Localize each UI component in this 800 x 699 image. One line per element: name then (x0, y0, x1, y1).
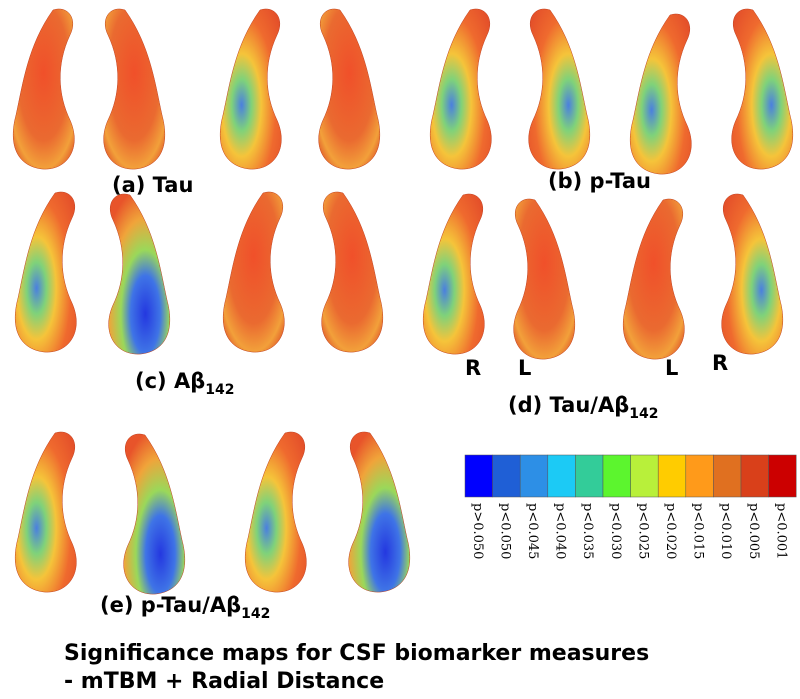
colorbar-cell (657, 454, 687, 498)
colorbar-label: p<0.040 (553, 503, 568, 559)
hippocampus-surface (14, 191, 77, 353)
hippocampus-surface (14, 431, 77, 593)
panel-label-subscript: 142 (241, 606, 270, 622)
hippocampus-surface (108, 193, 171, 355)
panel-label-text: (e) p-Tau/Aβ (100, 593, 241, 617)
side-label: R (465, 356, 481, 380)
colorbar-cell (740, 454, 769, 498)
hippocampus-surface (528, 8, 591, 170)
colorbar-cell (685, 454, 714, 498)
panel-label-subscript: 142 (629, 406, 658, 422)
colorbar-label: p<0.001 (773, 503, 788, 559)
hippocampus-surface (244, 431, 307, 593)
colorbar-cell (519, 454, 549, 498)
hippocampus-surface (721, 193, 784, 355)
panel-label: (c) Aβ142 (135, 369, 234, 398)
hippocampus-surface (321, 191, 384, 353)
panel-label: (e) p-Tau/Aβ142 (100, 593, 270, 622)
colorbar-label: p<0.050 (497, 503, 512, 559)
panel-label: (a) Tau (112, 173, 193, 197)
colorbar-cell (713, 454, 742, 498)
side-label: L (665, 356, 678, 380)
colorbar-label: p<0.010 (718, 503, 733, 559)
colorbar-cell (768, 454, 797, 498)
colorbar-label: p<0.005 (746, 503, 761, 559)
hippocampus-surface (622, 198, 685, 360)
hippocampus-surface (513, 198, 576, 360)
colorbar-label: p<0.035 (580, 503, 595, 559)
colorbar-label: p>0.050 (470, 503, 485, 559)
colorbar-label: p<0.025 (635, 503, 650, 559)
hippocampus-surface (422, 193, 485, 355)
figure-title: - mTBM + Radial Distance (64, 669, 384, 694)
colorbar-cell (492, 454, 521, 498)
panel-label: (b) p-Tau (548, 169, 651, 193)
colorbar-label: p<0.015 (691, 503, 706, 559)
hippocampus-surface (731, 8, 794, 170)
hippocampus-surface (318, 8, 381, 170)
colorbar-label: p<0.020 (663, 503, 678, 559)
figure-title: Significance maps for CSF biomarker meas… (64, 641, 649, 666)
panel-label-text: (c) Aβ (135, 369, 205, 393)
hippocampus-surface (123, 433, 186, 595)
hippocampus-surface (348, 431, 411, 593)
panel-label-subscript: 142 (205, 382, 234, 398)
hippocampus-surface (429, 8, 492, 170)
panel-label-text: (a) Tau (112, 173, 193, 197)
colorbar-label: p<0.045 (525, 503, 540, 559)
hippocampus-surface (12, 8, 75, 170)
panel-label: (d) Tau/Aβ142 (508, 393, 658, 422)
hippocampus-surface (103, 8, 166, 170)
colorbar-cell (547, 454, 576, 498)
side-label: R (712, 351, 728, 375)
side-label: L (518, 356, 531, 380)
hippocampus-surface (629, 13, 692, 175)
hippocampus-surface (219, 8, 282, 170)
panel-label-text: (b) p-Tau (548, 169, 651, 193)
colorbar-label: p<0.030 (608, 503, 623, 559)
colorbar-cell (575, 454, 604, 498)
colorbar-cell (464, 454, 493, 498)
colorbar-cell (630, 454, 659, 498)
hippocampus-surface (222, 191, 285, 353)
colorbar-cell (602, 454, 631, 498)
panel-label-text: (d) Tau/Aβ (508, 393, 629, 417)
